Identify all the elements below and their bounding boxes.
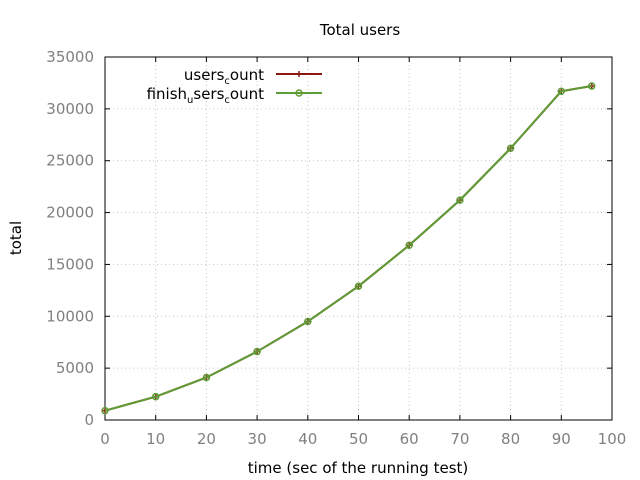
x-tick-label: 50 xyxy=(349,430,368,448)
y-tick-label: 10000 xyxy=(46,307,94,325)
x-tick-label: 70 xyxy=(450,430,469,448)
data-point-finish-users-count xyxy=(405,241,413,249)
x-tick-label: 100 xyxy=(598,430,627,448)
x-tick-label: 80 xyxy=(501,430,520,448)
x-tick-label: 20 xyxy=(197,430,216,448)
legend-label-users-count: userscount xyxy=(184,66,264,87)
data-point-finish-users-count xyxy=(202,373,211,382)
legend-marks xyxy=(276,71,322,97)
x-tick-label: 0 xyxy=(100,430,110,448)
y-tick-label: 0 xyxy=(84,411,94,429)
y-tick-label: 5000 xyxy=(56,359,94,377)
data-point-finish-users-count xyxy=(304,317,312,326)
data-point-finish-users-count xyxy=(101,406,109,415)
legend: userscount finishuserscount xyxy=(147,66,322,106)
y-tick-label: 35000 xyxy=(46,48,94,66)
data-point-finish-users-count xyxy=(253,347,261,356)
x-tick-label: 10 xyxy=(146,430,165,448)
series-finish-users-count xyxy=(101,82,596,415)
legend-marker-finish-users-count xyxy=(295,89,303,97)
x-tick-labels: 0 10 20 30 40 50 60 70 80 90 100 xyxy=(100,430,626,448)
data-point-finish-users-count xyxy=(354,282,363,290)
plot-frame xyxy=(104,56,613,421)
chart-title: Total users xyxy=(319,21,401,39)
x-axis-title: time (sec of the running test) xyxy=(248,459,469,477)
data-point-finish-users-count xyxy=(587,82,596,90)
axes xyxy=(104,56,613,421)
y-tick-label: 15000 xyxy=(46,255,94,273)
legend-label-finish-users-count: finishuserscount xyxy=(147,85,265,106)
x-tick-label: 60 xyxy=(400,430,419,448)
x-tick-label: 30 xyxy=(248,430,267,448)
y-tick-labels: 0 5000 10000 15000 20000 25000 30000 35000 xyxy=(46,48,94,429)
y-tick-label: 25000 xyxy=(46,152,94,170)
y-tick-label: 20000 xyxy=(46,204,94,222)
series-line-finish-users-count xyxy=(104,85,592,412)
data-point-finish-users-count xyxy=(456,196,464,204)
data-point-finish-users-count xyxy=(151,392,160,401)
x-tick-label: 90 xyxy=(552,430,571,448)
data-point-finish-users-count xyxy=(506,144,515,153)
y-axis-title: total xyxy=(7,221,25,255)
grid-lines xyxy=(105,57,612,420)
data-point-finish-users-count xyxy=(557,87,566,95)
x-tick-label: 40 xyxy=(298,430,317,448)
y-tick-label: 30000 xyxy=(46,100,94,118)
series-group xyxy=(101,82,596,415)
